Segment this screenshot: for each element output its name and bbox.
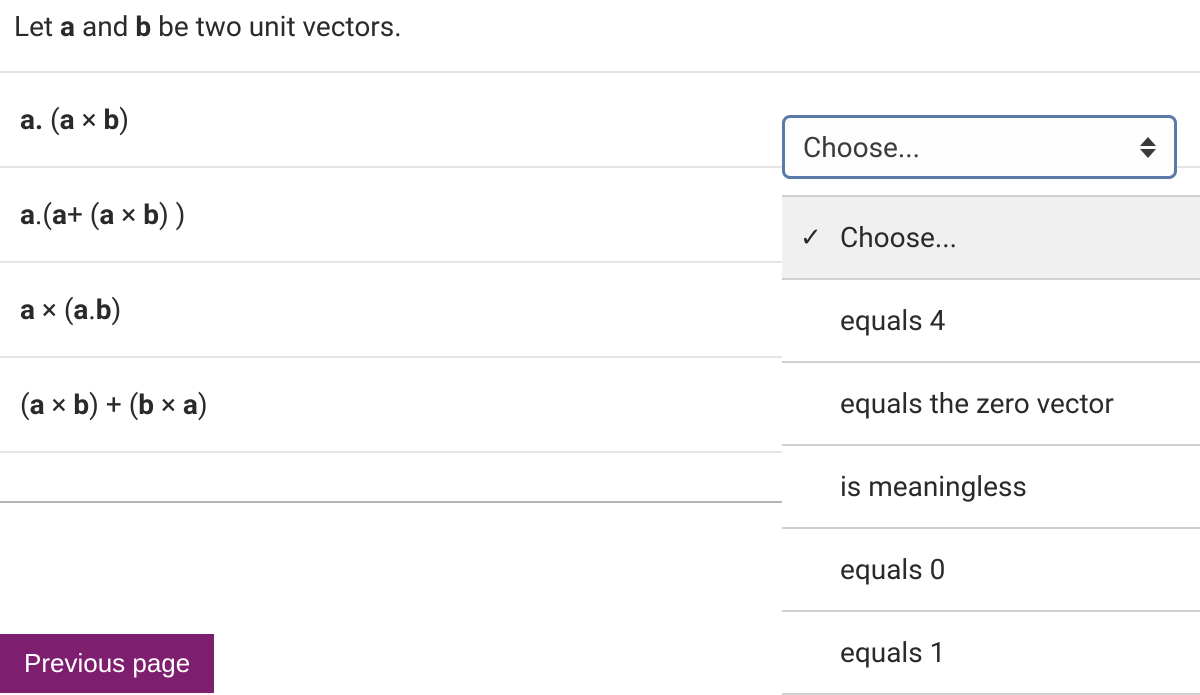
dropdown-option[interactable]: is meaningless xyxy=(782,446,1200,529)
dropdown-option[interactable]: equals 4 xyxy=(782,280,1200,363)
dropdown-option[interactable]: equals 0 xyxy=(782,529,1200,612)
question-part: b xyxy=(96,293,112,326)
dropdown-option[interactable]: equals the zero vector xyxy=(782,363,1200,446)
question-part: b xyxy=(138,388,154,421)
previous-page-label: Previous page xyxy=(24,648,190,678)
question-part: ) xyxy=(119,103,129,136)
question-part: a xyxy=(30,388,45,421)
dropdown-option[interactable]: ✓ Choose... xyxy=(782,197,1200,280)
dropdown-option-label: Choose... xyxy=(840,221,957,254)
select-placeholder: Choose... xyxy=(803,131,1140,164)
dropdown-option-label: is meaningless xyxy=(840,470,1027,503)
question-part: ( xyxy=(43,103,60,136)
header-a: a xyxy=(60,10,75,43)
question-part: .( xyxy=(35,198,52,231)
question-part: a xyxy=(183,388,198,421)
question-part: ) xyxy=(198,388,208,421)
check-icon: ✓ xyxy=(800,223,822,253)
sort-icon xyxy=(1140,137,1156,158)
question-part: a xyxy=(99,198,114,231)
header-b: b xyxy=(135,10,151,43)
header-text: Let a and b be two unit vectors. xyxy=(14,10,402,43)
question-part: ) ) xyxy=(159,198,185,231)
question-part: a xyxy=(60,103,75,136)
answer-select[interactable]: Choose... xyxy=(782,115,1177,179)
header-prefix: Let xyxy=(14,10,60,43)
previous-page-button[interactable]: Previous page xyxy=(0,634,214,693)
header-suffix: be two unit vectors. xyxy=(151,10,401,43)
question-part: b xyxy=(143,198,159,231)
question-part: × xyxy=(114,198,143,231)
question-part: a. xyxy=(20,103,43,136)
question-part: × xyxy=(45,388,74,421)
header-mid1: and xyxy=(75,10,135,43)
question-part: a xyxy=(73,293,88,326)
dropdown-option-label: equals 1 xyxy=(840,636,945,669)
question-part: × ( xyxy=(35,293,73,326)
dropdown-option[interactable]: equals 1 xyxy=(782,612,1200,695)
question-header: Let a and b be two unit vectors. xyxy=(0,0,1200,73)
answer-dropdown[interactable]: ✓ Choose... equals 4 equals the zero vector… xyxy=(782,195,1200,695)
dropdown-option-label: equals the zero vector xyxy=(840,387,1114,420)
question-part: ) + ( xyxy=(89,388,138,421)
question-part: ( xyxy=(20,388,30,421)
question-part: + ( xyxy=(67,198,99,231)
question-part: a xyxy=(52,198,67,231)
question-part: . xyxy=(88,293,95,326)
question-part: × xyxy=(75,103,104,136)
question-part: × xyxy=(154,388,183,421)
question-part: a xyxy=(20,293,35,326)
question-part: a xyxy=(20,198,35,231)
question-part: b xyxy=(103,103,119,136)
question-part: b xyxy=(73,388,89,421)
dropdown-option-label: equals 0 xyxy=(840,553,945,586)
dropdown-option-label: equals 4 xyxy=(840,304,945,337)
question-part: ) xyxy=(112,293,122,326)
